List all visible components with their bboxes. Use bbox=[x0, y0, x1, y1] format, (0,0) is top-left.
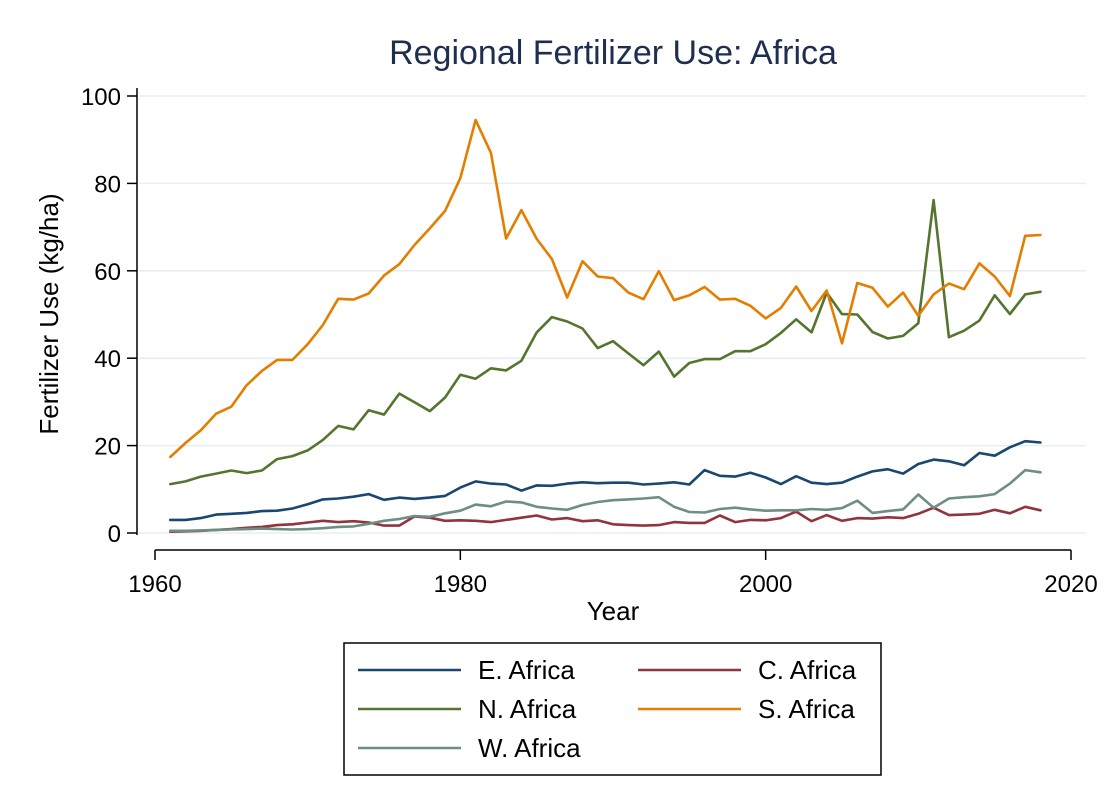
chart-title: Regional Fertilizer Use: Africa bbox=[389, 34, 837, 72]
legend-label-c-africa: C. Africa bbox=[758, 655, 857, 685]
y-tick-label-40: 40 bbox=[94, 346, 121, 373]
axes: 0 20 40 60 80 100 1960 1980 2000 2020 bbox=[81, 84, 1098, 598]
series-line-w-africa bbox=[169, 468, 1042, 533]
legend-label-n-africa: N. Africa bbox=[478, 694, 577, 724]
series-line-c-africa bbox=[169, 505, 1042, 534]
x-axis-label: Year bbox=[587, 596, 640, 626]
plot-area bbox=[169, 118, 1042, 534]
y-axis-label: Fertilizer Use (kg/ha) bbox=[34, 193, 64, 434]
x-tick-label-2020: 2020 bbox=[1044, 571, 1097, 598]
legend-label-s-africa: S. Africa bbox=[758, 694, 855, 724]
legend: E. Africa C. Africa N. Africa S. Africa W. A… bbox=[343, 642, 882, 776]
legend-label-e-africa: E. Africa bbox=[478, 655, 575, 685]
legend-label-w-africa: W. Africa bbox=[478, 733, 581, 763]
x-tick-label-2000: 2000 bbox=[739, 571, 792, 598]
y-tick-label-100: 100 bbox=[81, 84, 121, 111]
y-tick-label-0: 0 bbox=[108, 521, 121, 548]
series-line-s-africa bbox=[169, 118, 1042, 459]
x-tick-label-1980: 1980 bbox=[434, 571, 487, 598]
gridlines bbox=[139, 95, 1086, 534]
y-tick-label-80: 80 bbox=[94, 171, 121, 198]
y-tick-label-60: 60 bbox=[94, 259, 121, 286]
y-tick-label-20: 20 bbox=[94, 434, 121, 461]
series-line-n-africa bbox=[169, 198, 1042, 486]
series-line-e-africa bbox=[169, 439, 1042, 522]
x-tick-label-1960: 1960 bbox=[128, 571, 181, 598]
